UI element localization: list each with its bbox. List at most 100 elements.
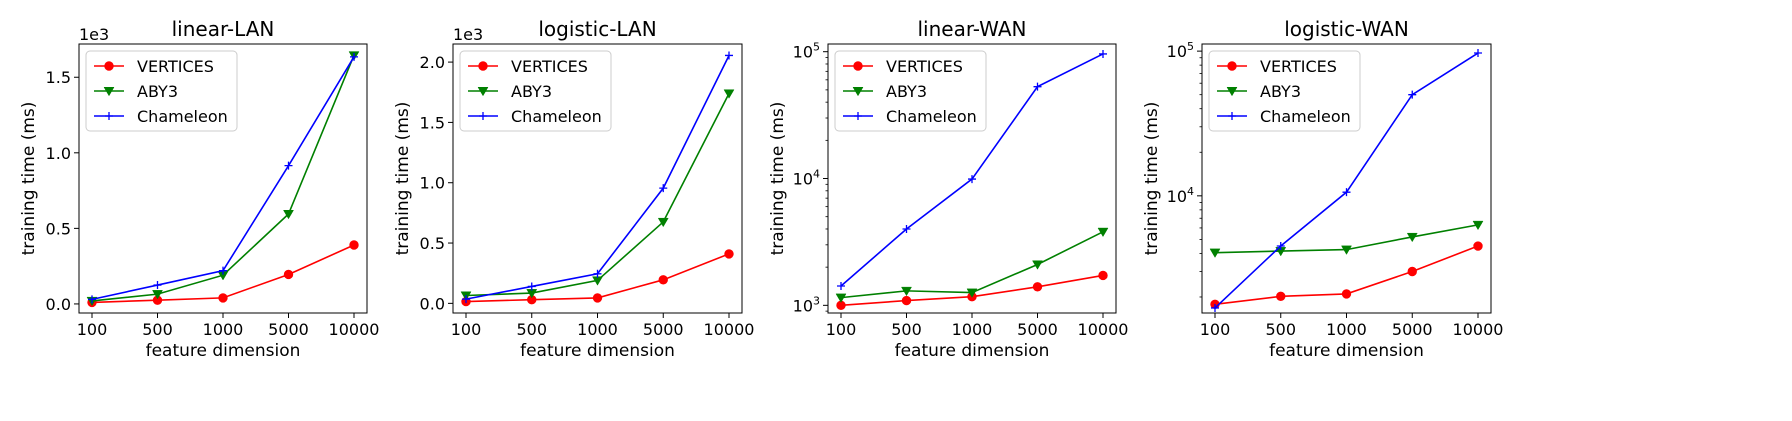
x-tick-label: 5000	[1392, 320, 1433, 339]
data-point	[1406, 232, 1418, 243]
legend-box	[834, 50, 987, 132]
data-point	[658, 275, 668, 285]
series-aby3	[835, 227, 1109, 303]
legend-marker	[1226, 87, 1238, 97]
legend-label: Chameleon	[137, 107, 228, 126]
y-tick-label: 1.0	[46, 144, 71, 163]
data-point	[901, 295, 912, 306]
legend: VERTICES ABY3 Chameleon	[85, 50, 238, 132]
data-point	[659, 184, 668, 193]
y-tick-label: 1.5	[420, 113, 445, 132]
data-point	[1033, 82, 1042, 91]
chart-panel-3: linear-WAN 103 104 105 100 500 1000 5000 10000 fe…	[768, 17, 1128, 361]
data-point	[462, 295, 470, 304]
data-point	[1209, 248, 1221, 258]
legend-marker	[103, 87, 115, 97]
data-point	[152, 290, 163, 300]
data-point	[1473, 241, 1483, 251]
legend-label: VERTICES	[886, 57, 963, 76]
y-axis-label: training time (ms)	[768, 102, 788, 256]
legend-marker	[854, 112, 862, 120]
data-point	[219, 266, 227, 275]
data-point	[283, 210, 294, 220]
chart-panel-1: linear-LAN 0.0 0.5 1.0 1.5 100 500 1000 5000 1000…	[19, 17, 379, 361]
data-point	[968, 175, 976, 184]
data-point	[349, 240, 359, 250]
legend-marker	[477, 87, 489, 97]
data-point	[837, 282, 845, 291]
data-point	[1408, 90, 1417, 99]
x-tick-label: 500	[516, 320, 547, 339]
chart-panel-2: logistic-LAN 0.0 0.5 1.0 1.5 2.0 100 500 1000 500…	[393, 17, 754, 361]
y-tick-label: 2.0	[420, 53, 445, 72]
x-tick-label: 100	[77, 320, 108, 339]
data-point	[1032, 282, 1043, 292]
data-point	[1032, 260, 1043, 270]
x-tick-label: 1000	[577, 320, 618, 339]
legend-label: Chameleon	[511, 107, 602, 126]
legend-box	[1208, 50, 1361, 132]
chart-title: linear-WAN	[917, 17, 1026, 41]
data-point	[966, 288, 978, 298]
x-tick-label: 1000	[1326, 320, 1367, 339]
y-tick-label: 0.0	[420, 294, 445, 313]
x-tick-label: 500	[891, 320, 922, 339]
y-offset-label: 1e3	[79, 25, 109, 44]
x-tick-label: 5000	[1017, 320, 1058, 339]
data-point	[88, 295, 96, 304]
x-axis-label: feature dimension	[1269, 341, 1424, 361]
legend-label: VERTICES	[137, 57, 214, 76]
legend: VERTICES ABY3 Chameleon	[459, 50, 612, 132]
legend-marker	[853, 61, 863, 71]
x-tick-label: 10000	[329, 320, 380, 339]
data-point	[835, 293, 847, 303]
data-point	[657, 217, 669, 228]
data-point	[218, 293, 228, 303]
data-point	[1472, 220, 1484, 231]
legend-box	[459, 50, 612, 132]
x-axis-label: feature dimension	[895, 341, 1050, 361]
y-axis-label: training time (ms)	[393, 102, 413, 256]
legend-marker	[478, 61, 488, 71]
legend-marker	[1227, 61, 1237, 71]
legend-marker	[105, 112, 113, 120]
y-axis-label: training time (ms)	[19, 102, 39, 256]
plot-frame	[827, 43, 1117, 314]
x-tick-label: 10000	[1078, 320, 1129, 339]
legend-label: ABY3	[137, 82, 178, 101]
data-point	[1211, 303, 1219, 312]
y-tick-label: 0.5	[46, 219, 71, 238]
data-point	[350, 52, 358, 61]
chart-title: logistic-LAN	[538, 17, 656, 41]
legend: VERTICES ABY3 Chameleon	[1208, 50, 1361, 132]
legend: VERTICES ABY3 Chameleon	[834, 50, 987, 132]
series-chameleon	[837, 49, 1107, 291]
data-point	[153, 281, 162, 290]
x-tick-label: 100	[826, 320, 857, 339]
x-tick-label: 10000	[1453, 320, 1504, 339]
chart-title: linear-LAN	[172, 17, 275, 41]
y-axis-label: training time (ms)	[1142, 102, 1162, 256]
series-vertices	[1210, 241, 1483, 310]
legend-label: ABY3	[886, 82, 927, 101]
legend-marker	[852, 87, 864, 97]
data-point	[1099, 49, 1107, 58]
data-point	[1342, 188, 1351, 197]
chart-title: logistic-WAN	[1284, 17, 1409, 41]
data-point	[593, 269, 602, 278]
y-tick-label: 0.0	[46, 295, 71, 314]
legend-label: Chameleon	[1260, 107, 1351, 126]
legend-marker	[479, 112, 487, 120]
x-tick-label: 100	[451, 320, 482, 339]
x-axis-label: feature dimension	[520, 341, 675, 361]
data-point	[902, 224, 911, 233]
legend-marker	[1228, 112, 1236, 120]
data-point	[1097, 227, 1109, 238]
series-vertices	[87, 240, 359, 308]
data-point	[1098, 270, 1108, 281]
legend-label: ABY3	[511, 82, 552, 101]
legend-label: ABY3	[1260, 82, 1301, 101]
data-point	[283, 269, 294, 280]
legend-label: VERTICES	[1260, 57, 1337, 76]
